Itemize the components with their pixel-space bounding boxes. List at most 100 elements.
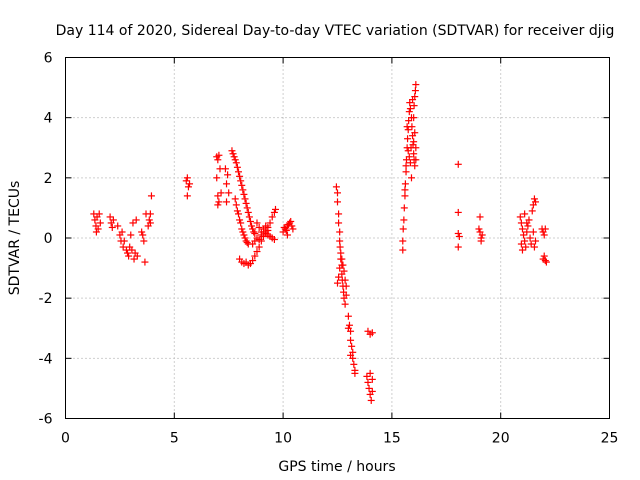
data-point (539, 255, 547, 263)
data-point (344, 324, 352, 332)
data-point (271, 205, 279, 213)
data-point (125, 252, 133, 260)
data-point (109, 216, 117, 224)
data-point (410, 150, 418, 158)
data-point (475, 225, 483, 233)
data-point (365, 384, 373, 392)
data-point (367, 396, 375, 404)
data-point (214, 192, 222, 200)
data-point (215, 198, 223, 206)
data-point (94, 225, 102, 233)
data-point (241, 195, 249, 203)
data-point (350, 360, 358, 368)
data-point (145, 216, 153, 224)
x-axis-label: GPS time / hours (278, 459, 395, 475)
y-tick-label: -6 (39, 412, 53, 428)
data-point (231, 195, 239, 203)
data-point (406, 105, 414, 113)
data-point (454, 243, 462, 251)
data-point (244, 208, 252, 216)
data-point (214, 201, 222, 209)
data-point (232, 159, 240, 167)
data-point (255, 223, 263, 231)
data-point (411, 129, 419, 137)
data-point (411, 87, 419, 95)
data-point (528, 207, 536, 215)
data-point (409, 96, 417, 104)
data-point (184, 183, 192, 191)
data-point (411, 162, 419, 170)
data-point (139, 231, 147, 239)
data-point (335, 273, 343, 281)
data-point (399, 225, 407, 233)
data-point (341, 300, 349, 308)
data-point (455, 232, 463, 240)
data-point (336, 264, 344, 272)
data-point (283, 231, 291, 239)
data-point (141, 258, 149, 266)
data-point (268, 213, 276, 221)
data-point (523, 219, 531, 227)
data-point (138, 228, 146, 236)
data-point (402, 168, 410, 176)
data-point (338, 255, 346, 263)
data-point (264, 226, 272, 234)
data-point (540, 252, 548, 260)
data-point (366, 369, 374, 377)
x-tick-label: 20 (492, 431, 510, 447)
x-tick-label: 10 (274, 431, 292, 447)
data-point (236, 216, 244, 224)
data-point (412, 156, 420, 164)
data-point (96, 219, 104, 227)
data-point (405, 108, 413, 116)
data-point (530, 195, 538, 203)
data-point (262, 222, 270, 230)
data-point (454, 208, 462, 216)
data-point (401, 192, 409, 200)
chart-title: Day 114 of 2020, Sidereal Day-to-day VTE… (56, 23, 615, 39)
y-tick-label: -4 (39, 351, 53, 367)
x-tick-label: 25 (601, 431, 619, 447)
x-tick-label: 0 (61, 431, 70, 447)
y-tick-label: 4 (44, 111, 53, 127)
data-point (132, 216, 140, 224)
data-point (186, 180, 194, 188)
y-tick-label: -2 (39, 291, 53, 307)
data-point (224, 171, 232, 179)
data-point (242, 199, 250, 207)
data-point (225, 189, 233, 197)
data-point (476, 213, 484, 221)
data-point (130, 255, 138, 263)
data-points (90, 81, 550, 404)
data-point (288, 222, 296, 230)
data-point (454, 229, 462, 237)
data-point (521, 210, 529, 218)
data-point (351, 369, 359, 377)
data-point (239, 228, 247, 236)
data-point (133, 252, 141, 260)
data-point (119, 243, 127, 251)
data-point (223, 180, 231, 188)
data-point (342, 282, 350, 290)
data-point (221, 165, 229, 173)
data-point (340, 267, 348, 275)
data-point (523, 228, 531, 236)
data-point (407, 174, 415, 182)
x-tick-label: 5 (170, 431, 179, 447)
data-point (240, 190, 248, 198)
data-point (118, 228, 126, 236)
data-point (127, 231, 135, 239)
data-point (334, 279, 341, 287)
data-point (347, 336, 355, 344)
data-point (213, 174, 221, 182)
data-point (403, 123, 411, 131)
data-point (282, 226, 290, 234)
data-point (239, 186, 247, 194)
data-point (231, 156, 239, 164)
data-point (108, 223, 116, 231)
data-point (232, 201, 240, 209)
data-point (347, 351, 355, 359)
data-point (147, 192, 155, 200)
y-axis-label: SDTVAR / TECUs (7, 181, 23, 296)
